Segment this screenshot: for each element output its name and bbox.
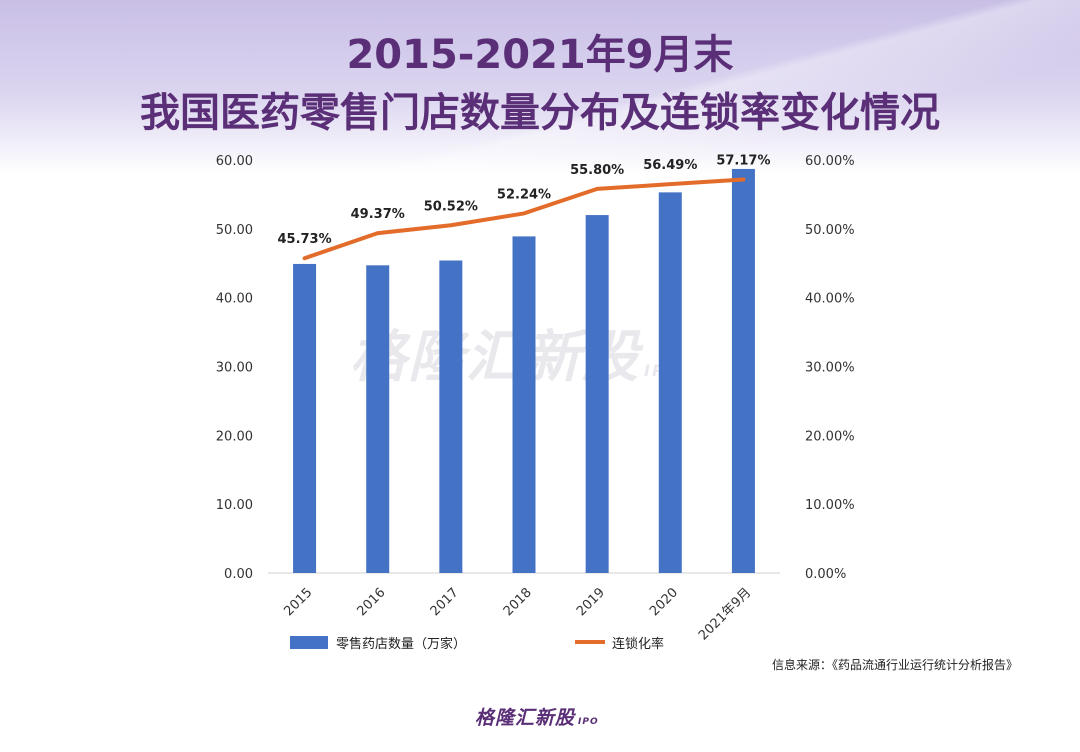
y-left-tick-label: 10.00 <box>216 498 253 513</box>
x-tick-label: 2021年9月 <box>696 585 754 643</box>
brand-logo: 格隆汇新股 IPO <box>475 703 599 730</box>
brand-logo-sub: IPO <box>578 717 599 727</box>
bar-2020 <box>658 192 682 573</box>
x-tick-label: 2016 <box>355 585 389 619</box>
y-right-tick-label: 10.00% <box>805 498 855 513</box>
brand-logo-text: 格隆汇新股 <box>475 707 576 729</box>
x-tick-label: 2019 <box>574 585 608 619</box>
header-background <box>0 0 1080 175</box>
y-left-tick-label: 0.00 <box>224 567 253 582</box>
y-right-tick-label: 0.00% <box>805 567 846 582</box>
legend-bar-swatch <box>290 636 328 649</box>
chain-rate-point-2015 <box>303 256 307 260</box>
x-tick-label: 2018 <box>501 585 535 619</box>
chain-rate-point-2021年9月 <box>741 177 745 181</box>
x-tick-label: 2017 <box>428 585 462 619</box>
y-right-tick-label: 60.00% <box>805 154 855 169</box>
y-right-tick-label: 40.00% <box>805 292 855 307</box>
y-left-tick-label: 60.00 <box>216 154 253 169</box>
bar-2015 <box>293 263 317 573</box>
chain-rate-data-label: 57.17% <box>716 153 770 168</box>
x-tick-label: 2015 <box>281 585 315 619</box>
bar-2017 <box>439 260 463 573</box>
chain-rate-point-2017 <box>449 223 453 227</box>
chart-title-line2: 我国医药零售门店数量分布及连锁率变化情况 <box>140 90 940 136</box>
bar-2019 <box>585 215 609 574</box>
bar-2016 <box>366 265 390 573</box>
legend-line-label: 连锁化率 <box>612 636 664 652</box>
y-left-tick-label: 30.00 <box>216 361 253 376</box>
chain-rate-point-2016 <box>376 231 380 235</box>
chain-rate-data-label: 56.49% <box>643 158 697 173</box>
y-right-tick-label: 20.00% <box>805 429 855 444</box>
chain-rate-point-2018 <box>522 211 526 215</box>
legend-bar-label: 零售药店数量（万家） <box>336 636 466 652</box>
bar-2021年9月 <box>731 168 755 573</box>
y-left-tick-label: 20.00 <box>216 429 253 444</box>
chain-rate-point-2019 <box>595 187 599 191</box>
source-note: 信息来源：《药品流通行业运行统计分析报告》 <box>771 658 1018 672</box>
chain-rate-data-label: 52.24% <box>497 187 551 202</box>
chain-rate-point-2020 <box>668 182 672 186</box>
chain-rate-data-label: 55.80% <box>570 163 624 178</box>
chain-rate-data-label: 49.37% <box>351 207 405 222</box>
x-tick-label: 2020 <box>647 585 681 619</box>
y-left-tick-label: 50.00 <box>216 223 253 238</box>
chain-rate-data-label: 50.52% <box>424 199 478 214</box>
header-stripe <box>0 0 1080 175</box>
bar-2018 <box>512 236 536 573</box>
y-left-tick-label: 40.00 <box>216 292 253 307</box>
y-right-tick-label: 50.00% <box>805 223 855 238</box>
y-right-tick-label: 30.00% <box>805 361 855 376</box>
chain-rate-data-label: 45.73% <box>277 232 331 247</box>
chart-title-line1: 2015-2021年9月末 <box>346 32 734 78</box>
